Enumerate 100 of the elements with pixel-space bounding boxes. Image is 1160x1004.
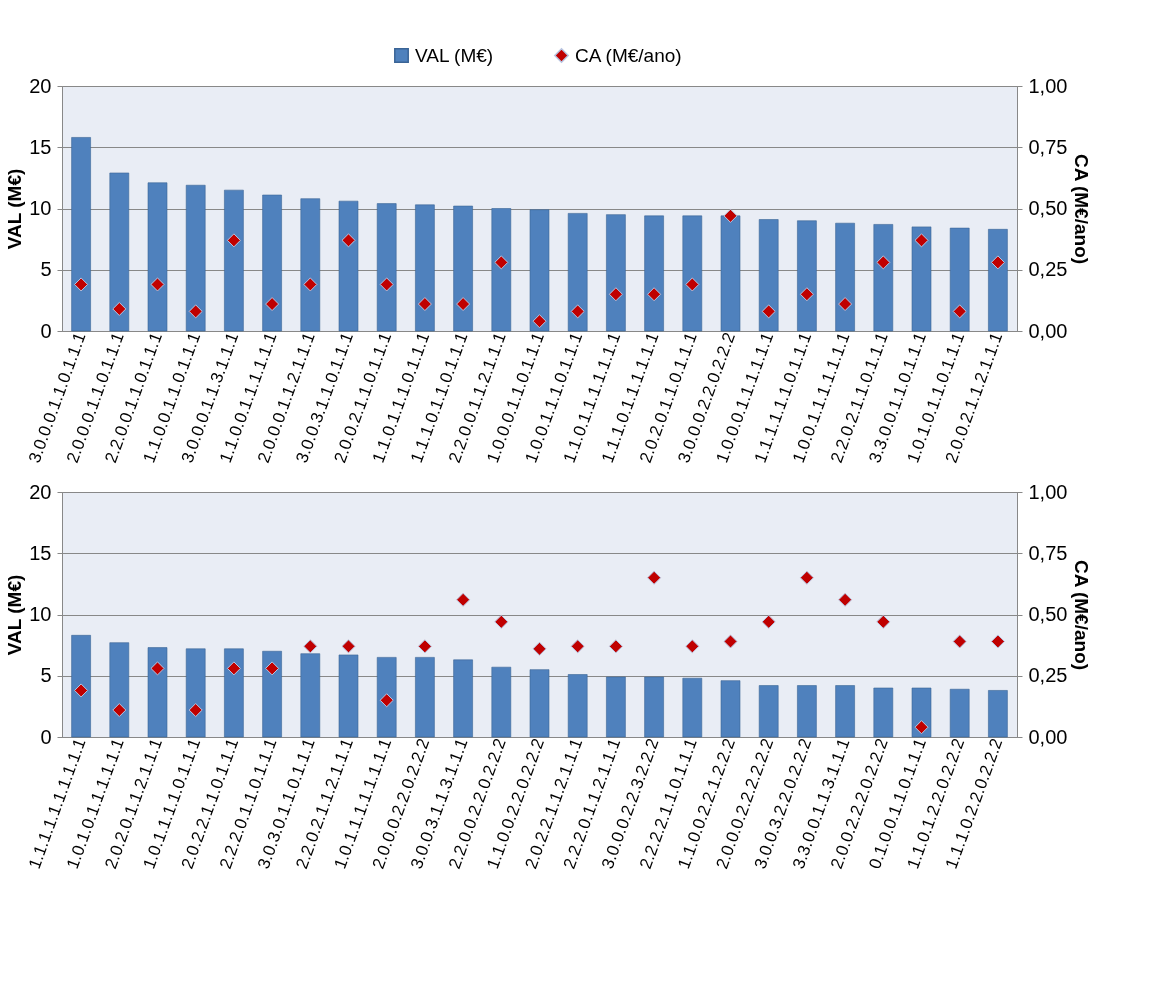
y2-tick-label: 1,00 xyxy=(1028,74,1068,97)
bar xyxy=(224,189,244,332)
bar xyxy=(529,669,550,738)
point xyxy=(226,233,241,248)
y2-tick-label: 0,00 xyxy=(1028,319,1068,342)
y-tick-label: 5 xyxy=(40,664,52,687)
y-tick-label: 10 xyxy=(29,197,52,219)
bar xyxy=(758,219,779,332)
point xyxy=(417,639,432,654)
bar xyxy=(988,229,1008,332)
bar xyxy=(300,198,321,332)
point xyxy=(952,634,967,649)
bar xyxy=(797,220,817,332)
bar xyxy=(567,674,588,738)
bar xyxy=(453,205,473,332)
point xyxy=(150,661,165,676)
point xyxy=(341,639,356,654)
point xyxy=(341,233,356,248)
y2-tick-label: 0,50 xyxy=(1028,603,1068,625)
point xyxy=(265,661,280,676)
point xyxy=(761,614,776,629)
point xyxy=(74,277,89,292)
bar xyxy=(71,635,91,738)
bar xyxy=(873,224,894,332)
point xyxy=(838,592,853,607)
point xyxy=(914,720,929,735)
y-axis-title: VAL (M€) xyxy=(4,168,26,250)
y2-tick-label: 0,25 xyxy=(1028,258,1068,281)
bar xyxy=(262,194,282,332)
point xyxy=(799,287,814,302)
point xyxy=(647,287,662,302)
y2-tick-label: 0,75 xyxy=(1028,135,1068,158)
point xyxy=(226,661,241,676)
y-tick-label: 15 xyxy=(29,541,52,564)
point xyxy=(914,233,929,248)
bar xyxy=(835,685,855,738)
bar xyxy=(835,222,855,332)
bar xyxy=(376,657,397,738)
point xyxy=(456,592,471,607)
bar xyxy=(911,226,932,332)
bar xyxy=(949,688,970,738)
bar xyxy=(720,215,741,332)
bar xyxy=(720,680,741,738)
y2-tick-label: 0,00 xyxy=(1028,725,1068,748)
point xyxy=(379,277,394,292)
point xyxy=(647,570,662,585)
bar xyxy=(71,137,91,332)
point xyxy=(303,277,318,292)
bar xyxy=(185,648,206,738)
point xyxy=(570,639,585,654)
legend-label: CA (M€/ano) xyxy=(575,44,682,66)
bar xyxy=(606,214,626,332)
bar xyxy=(644,215,664,332)
y2-axis-title: CA (M€/ano) xyxy=(1071,153,1093,265)
point xyxy=(876,614,891,629)
point xyxy=(761,304,776,319)
point xyxy=(723,208,738,223)
bar xyxy=(147,182,168,332)
point xyxy=(570,304,585,319)
point xyxy=(990,255,1005,270)
bar xyxy=(949,227,970,332)
point xyxy=(685,639,700,654)
bar xyxy=(224,648,244,738)
legend-label: VAL (M€) xyxy=(415,44,494,66)
point xyxy=(456,297,471,312)
bar xyxy=(185,184,206,332)
bar xyxy=(300,653,321,738)
y-tick-label: 10 xyxy=(29,603,52,625)
point xyxy=(494,614,509,629)
bar xyxy=(376,203,397,332)
y2-tick-label: 0,75 xyxy=(1028,541,1068,564)
point xyxy=(188,304,203,319)
point xyxy=(532,314,547,329)
point xyxy=(799,570,814,585)
y2-tick-label: 0,25 xyxy=(1028,664,1068,687)
bar xyxy=(758,685,779,738)
bar xyxy=(606,676,626,738)
point xyxy=(379,693,394,708)
y2-tick-label: 0,50 xyxy=(1028,197,1068,219)
point xyxy=(112,301,127,316)
bar xyxy=(491,666,512,738)
y-tick-label: 15 xyxy=(29,135,52,158)
bar xyxy=(529,209,550,332)
point xyxy=(723,634,738,649)
point xyxy=(303,639,318,654)
point xyxy=(494,255,509,270)
point xyxy=(838,297,853,312)
point xyxy=(112,703,127,718)
bar xyxy=(109,642,130,738)
point xyxy=(952,304,967,319)
bar xyxy=(415,657,435,738)
point xyxy=(876,255,891,270)
y2-tick-label: 1,00 xyxy=(1028,480,1068,503)
bar xyxy=(109,172,130,332)
bar xyxy=(682,215,703,332)
point xyxy=(608,639,623,654)
y-tick-label: 5 xyxy=(40,258,52,281)
point xyxy=(417,297,432,312)
point xyxy=(990,634,1005,649)
y-axis-title: VAL (M€) xyxy=(4,574,26,656)
